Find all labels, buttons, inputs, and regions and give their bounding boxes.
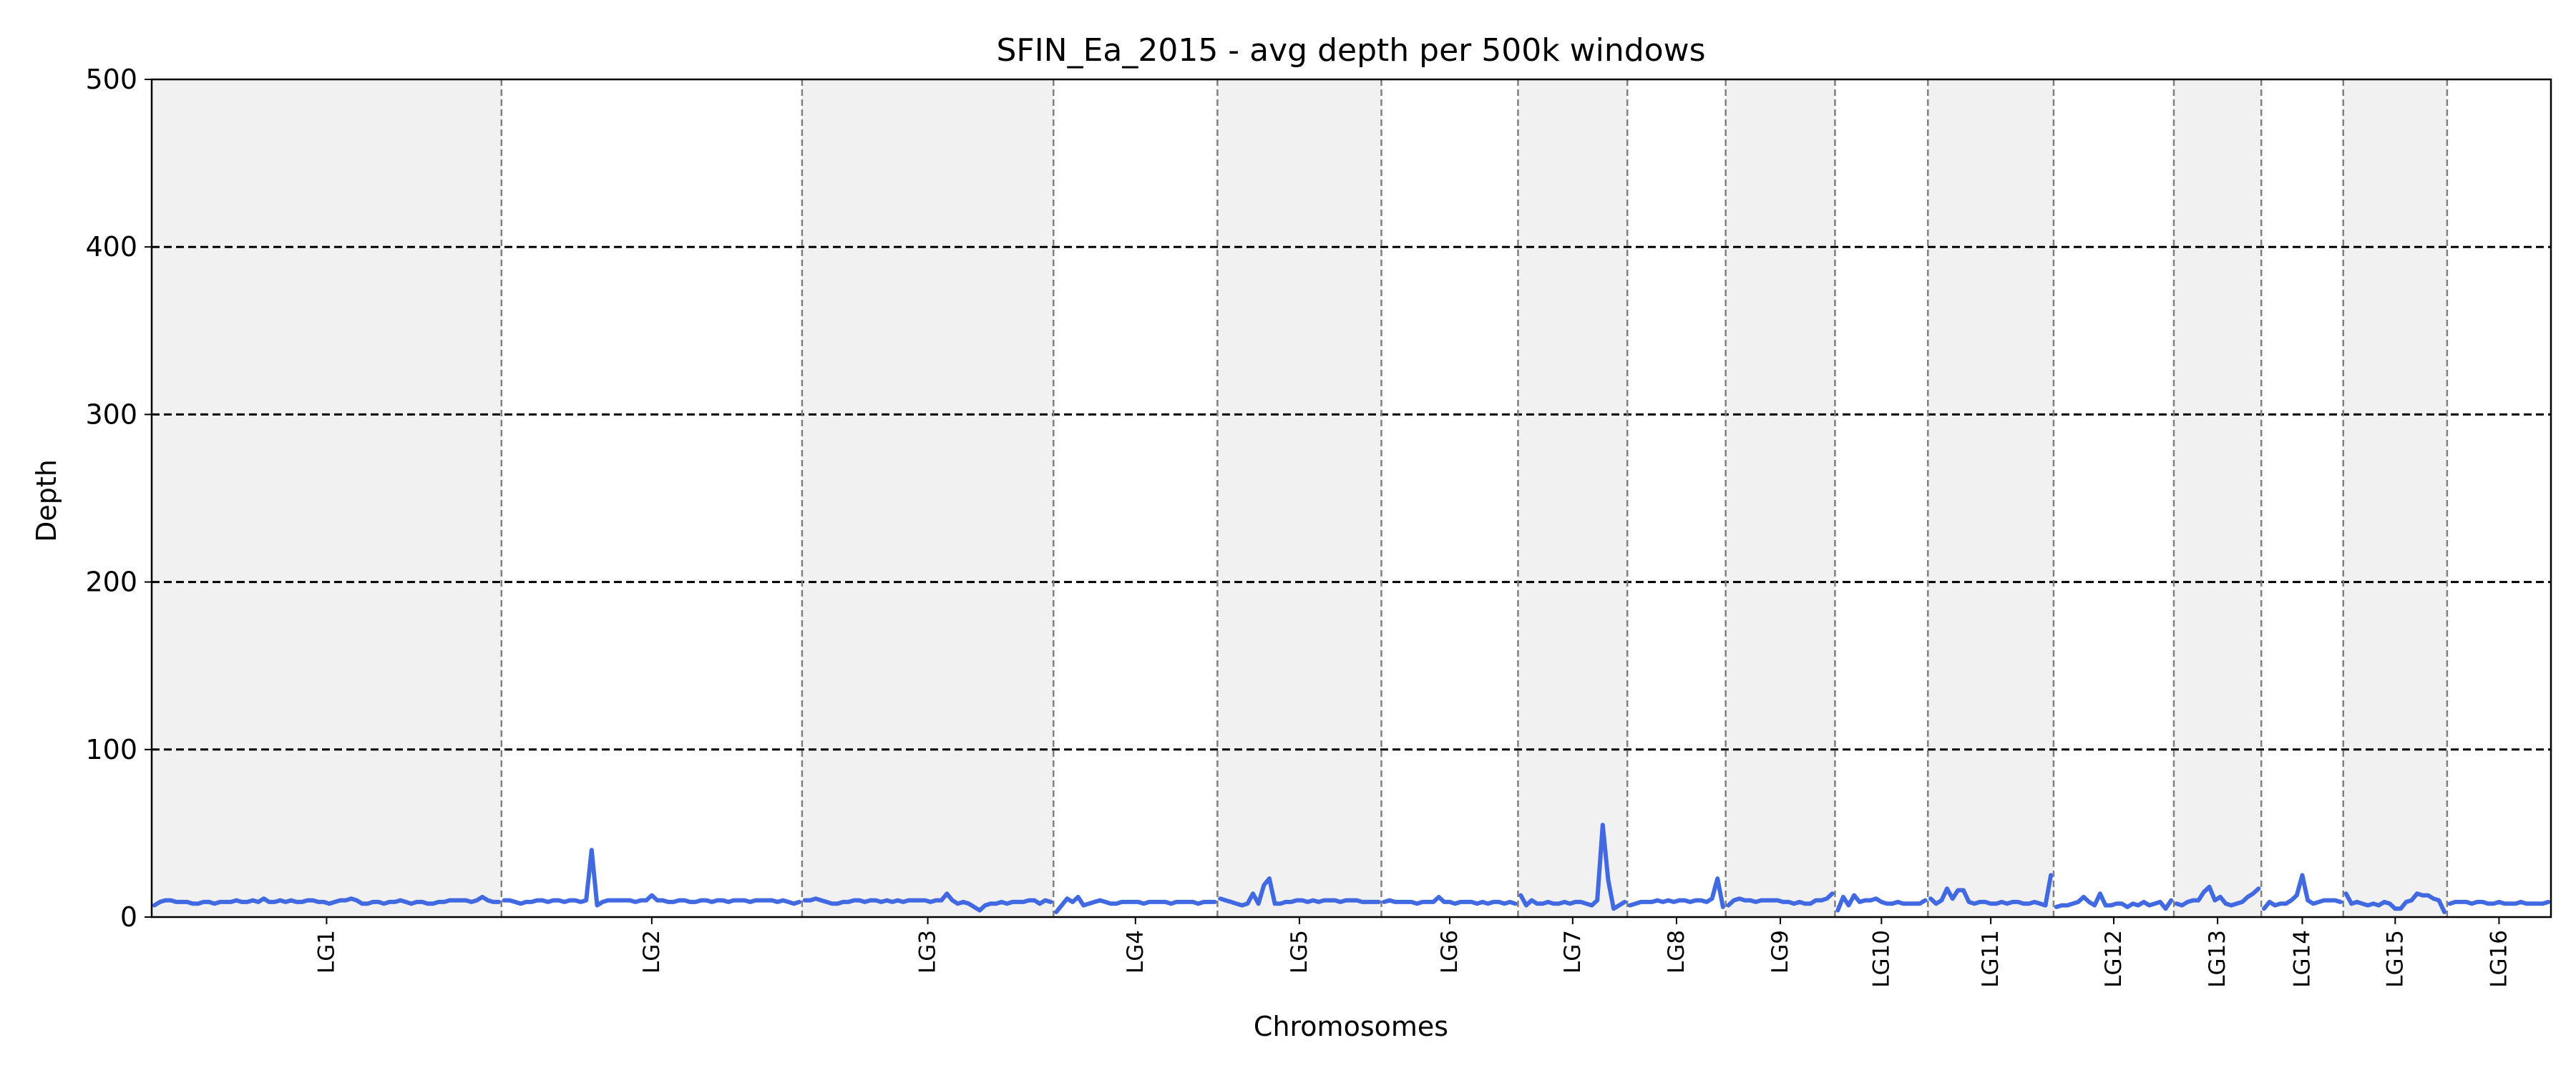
x-tick-label: LG11	[1978, 930, 2004, 988]
chromosome-band	[1518, 79, 1628, 917]
x-tick-label: LG16	[2486, 930, 2512, 988]
series-line-lg13	[2174, 884, 2261, 908]
y-axis-label: Depth	[31, 459, 62, 542]
x-tick-label: LG12	[2101, 930, 2127, 988]
y-tick-label: 400	[85, 231, 137, 263]
chart-title: SFIN_Ea_2015 - avg depth per 500k window…	[996, 32, 1705, 69]
series-line-lg5	[1218, 876, 1381, 908]
horizontal-gridlines	[152, 245, 2551, 751]
series-line-lg3	[802, 891, 1053, 913]
chromosome-band	[1217, 79, 1382, 917]
depth-series	[152, 823, 2551, 914]
chromosome-band	[152, 79, 502, 917]
y-tick-label: 300	[85, 398, 137, 430]
x-tick-label: LG13	[2205, 930, 2230, 988]
chromosome-band	[1928, 79, 2054, 917]
x-tick-label: LG10	[1868, 930, 1894, 988]
x-tick-label: LG15	[2382, 930, 2408, 988]
chromosome-bands	[152, 79, 2447, 917]
series-line-lg6	[1382, 894, 1518, 906]
x-tick-label: LG5	[1287, 930, 1312, 974]
x-tick-label: LG2	[639, 930, 665, 974]
series-line-lg16	[2447, 899, 2551, 906]
series-line-lg8	[1628, 876, 1725, 909]
y-tick-label: 500	[85, 64, 137, 95]
x-tick-label: LG9	[1767, 930, 1793, 974]
y-tick-label: 100	[85, 734, 137, 765]
series-line-lg9	[1726, 891, 1835, 908]
chromosome-band	[801, 79, 1054, 917]
x-axis-ticks: LG1 LG2 LG3 LG4 LG5 LG6 LG7 LG8 LG9 LG10 LG11 LG12 L…	[313, 917, 2512, 988]
chromosome-band	[2343, 79, 2447, 917]
x-tick-label: LG6	[1437, 930, 1463, 974]
x-tick-label: LG7	[1560, 930, 1586, 974]
series-line-lg11	[1928, 873, 2054, 908]
x-tick-label: LG4	[1123, 930, 1148, 974]
series-line-lg15	[2343, 891, 2447, 914]
series-line-lg12	[2054, 891, 2174, 911]
chromosome-band	[2173, 79, 2262, 917]
x-tick-label: LG1	[313, 930, 339, 974]
y-tick-label: 0	[120, 901, 137, 933]
series-line-lg7	[1518, 823, 1627, 911]
series-line-lg14	[2262, 873, 2343, 911]
series-line-lg10	[1835, 893, 1928, 913]
y-tick-label: 200	[85, 567, 137, 598]
chromosome-band	[1725, 79, 1835, 917]
series-line-lg2	[502, 848, 802, 908]
x-tick-label: LG8	[1664, 930, 1689, 974]
x-axis-label: Chromosomes	[1254, 1011, 1448, 1042]
chromosome-boundaries	[500, 79, 2449, 917]
x-tick-label: LG3	[915, 930, 941, 974]
series-line-lg1	[152, 894, 501, 908]
x-tick-label: LG14	[2289, 930, 2315, 988]
series-line-lg4	[1054, 894, 1217, 914]
plot-frame	[150, 78, 2552, 918]
y-axis-ticks: 0 100 200 300 400 500	[85, 64, 152, 933]
